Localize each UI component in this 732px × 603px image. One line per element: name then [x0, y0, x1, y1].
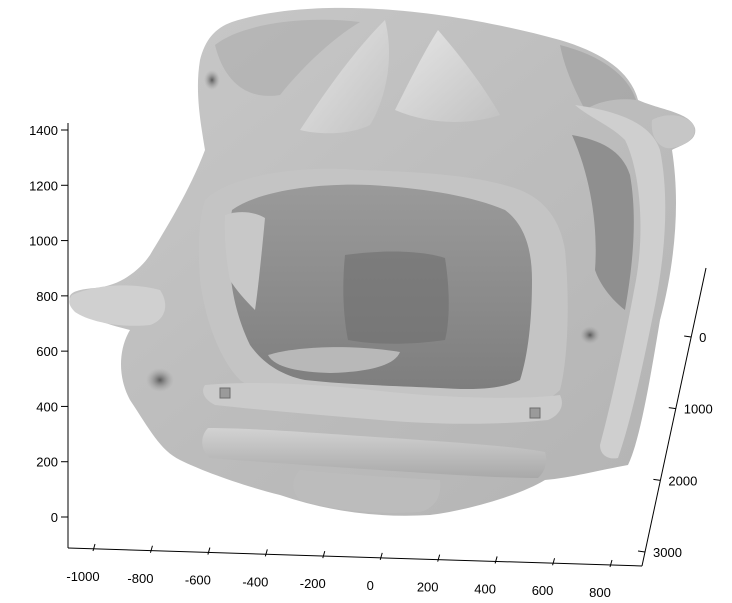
z-tick-label: 1400 [29, 123, 58, 138]
surface-dark-spot-right [580, 326, 600, 344]
surface-peak-center [395, 30, 500, 122]
surface-inner-shelf [268, 347, 400, 373]
x-tick-label: -1000 [66, 569, 99, 584]
y-tick-label: 3000 [653, 545, 682, 560]
surface-marker-right [529, 407, 541, 419]
axes [67, 123, 707, 567]
x-tick-label: 200 [417, 580, 439, 595]
surface-right-ridge-shadow [572, 135, 634, 310]
x-tick-mark [149, 545, 153, 553]
surface-right-band [560, 45, 636, 110]
x-tick-mark [264, 549, 268, 557]
x-tick-label: -800 [127, 571, 153, 586]
x-axis-line [67, 547, 643, 567]
y-tick-mark [637, 550, 646, 553]
x-tick-mark [322, 550, 326, 559]
surface-dark-spot-top [204, 70, 220, 90]
surface-object [69, 7, 696, 516]
x-tick-mark [552, 558, 556, 566]
x-tick-label: 600 [532, 583, 554, 598]
y-tick-mark [668, 407, 676, 410]
x-tick-mark [609, 559, 613, 568]
x-tick-label: 800 [589, 585, 611, 600]
x-tick-mark [92, 543, 96, 552]
z-tick-label: 200 [36, 455, 58, 470]
x-tick-mark [437, 554, 441, 562]
x-tick-label: -200 [300, 576, 326, 591]
x-tick-mark [379, 552, 383, 561]
x-tick-mark [494, 556, 498, 564]
surface-dark-spot-left [146, 368, 174, 392]
x-tick-label: -600 [185, 573, 211, 588]
surface-right-ridge [575, 105, 666, 459]
z-tick-label: 800 [36, 289, 58, 304]
z-tick-label: 1200 [29, 178, 58, 193]
y-axis-line [641, 267, 707, 567]
surface-lower-beam [203, 382, 562, 424]
surface-cavity-block [343, 251, 449, 344]
z-tick-label: 0 [51, 510, 58, 525]
z-tick-label: 1000 [29, 234, 58, 249]
surface-cavity-left-wall [224, 212, 265, 310]
x-axis-ticks: -1000 -800 -600 -400 -200 0 200 400 600 800 [66, 543, 613, 600]
z-tick-label: 400 [36, 399, 58, 414]
y-tick-label: 0 [699, 330, 706, 345]
surface-upper-band [215, 19, 360, 96]
y-tick-mark [684, 335, 692, 338]
z-tick-label: 600 [36, 344, 58, 359]
z-axis-ticks: 0 200 400 600 800 1000 1200 1400 [29, 123, 68, 525]
y-tick-label: 2000 [668, 473, 697, 488]
surface-left-lobe [69, 285, 166, 326]
x-tick-label: 0 [367, 578, 374, 593]
surface-bottom-bulge [293, 470, 441, 513]
surface-right-nub [651, 115, 695, 149]
y-tick-mark [653, 478, 661, 481]
y-axis-ticks: 0 1000 2000 3000 [637, 330, 713, 560]
surface-marker-left [219, 387, 231, 399]
x-tick-mark [207, 547, 211, 555]
x-tick-label: 400 [474, 581, 496, 596]
surface-bottom-bar [202, 428, 547, 478]
surface-peak-left [300, 20, 390, 134]
y-tick-label: 1000 [684, 402, 713, 417]
x-tick-label: -400 [242, 574, 268, 589]
